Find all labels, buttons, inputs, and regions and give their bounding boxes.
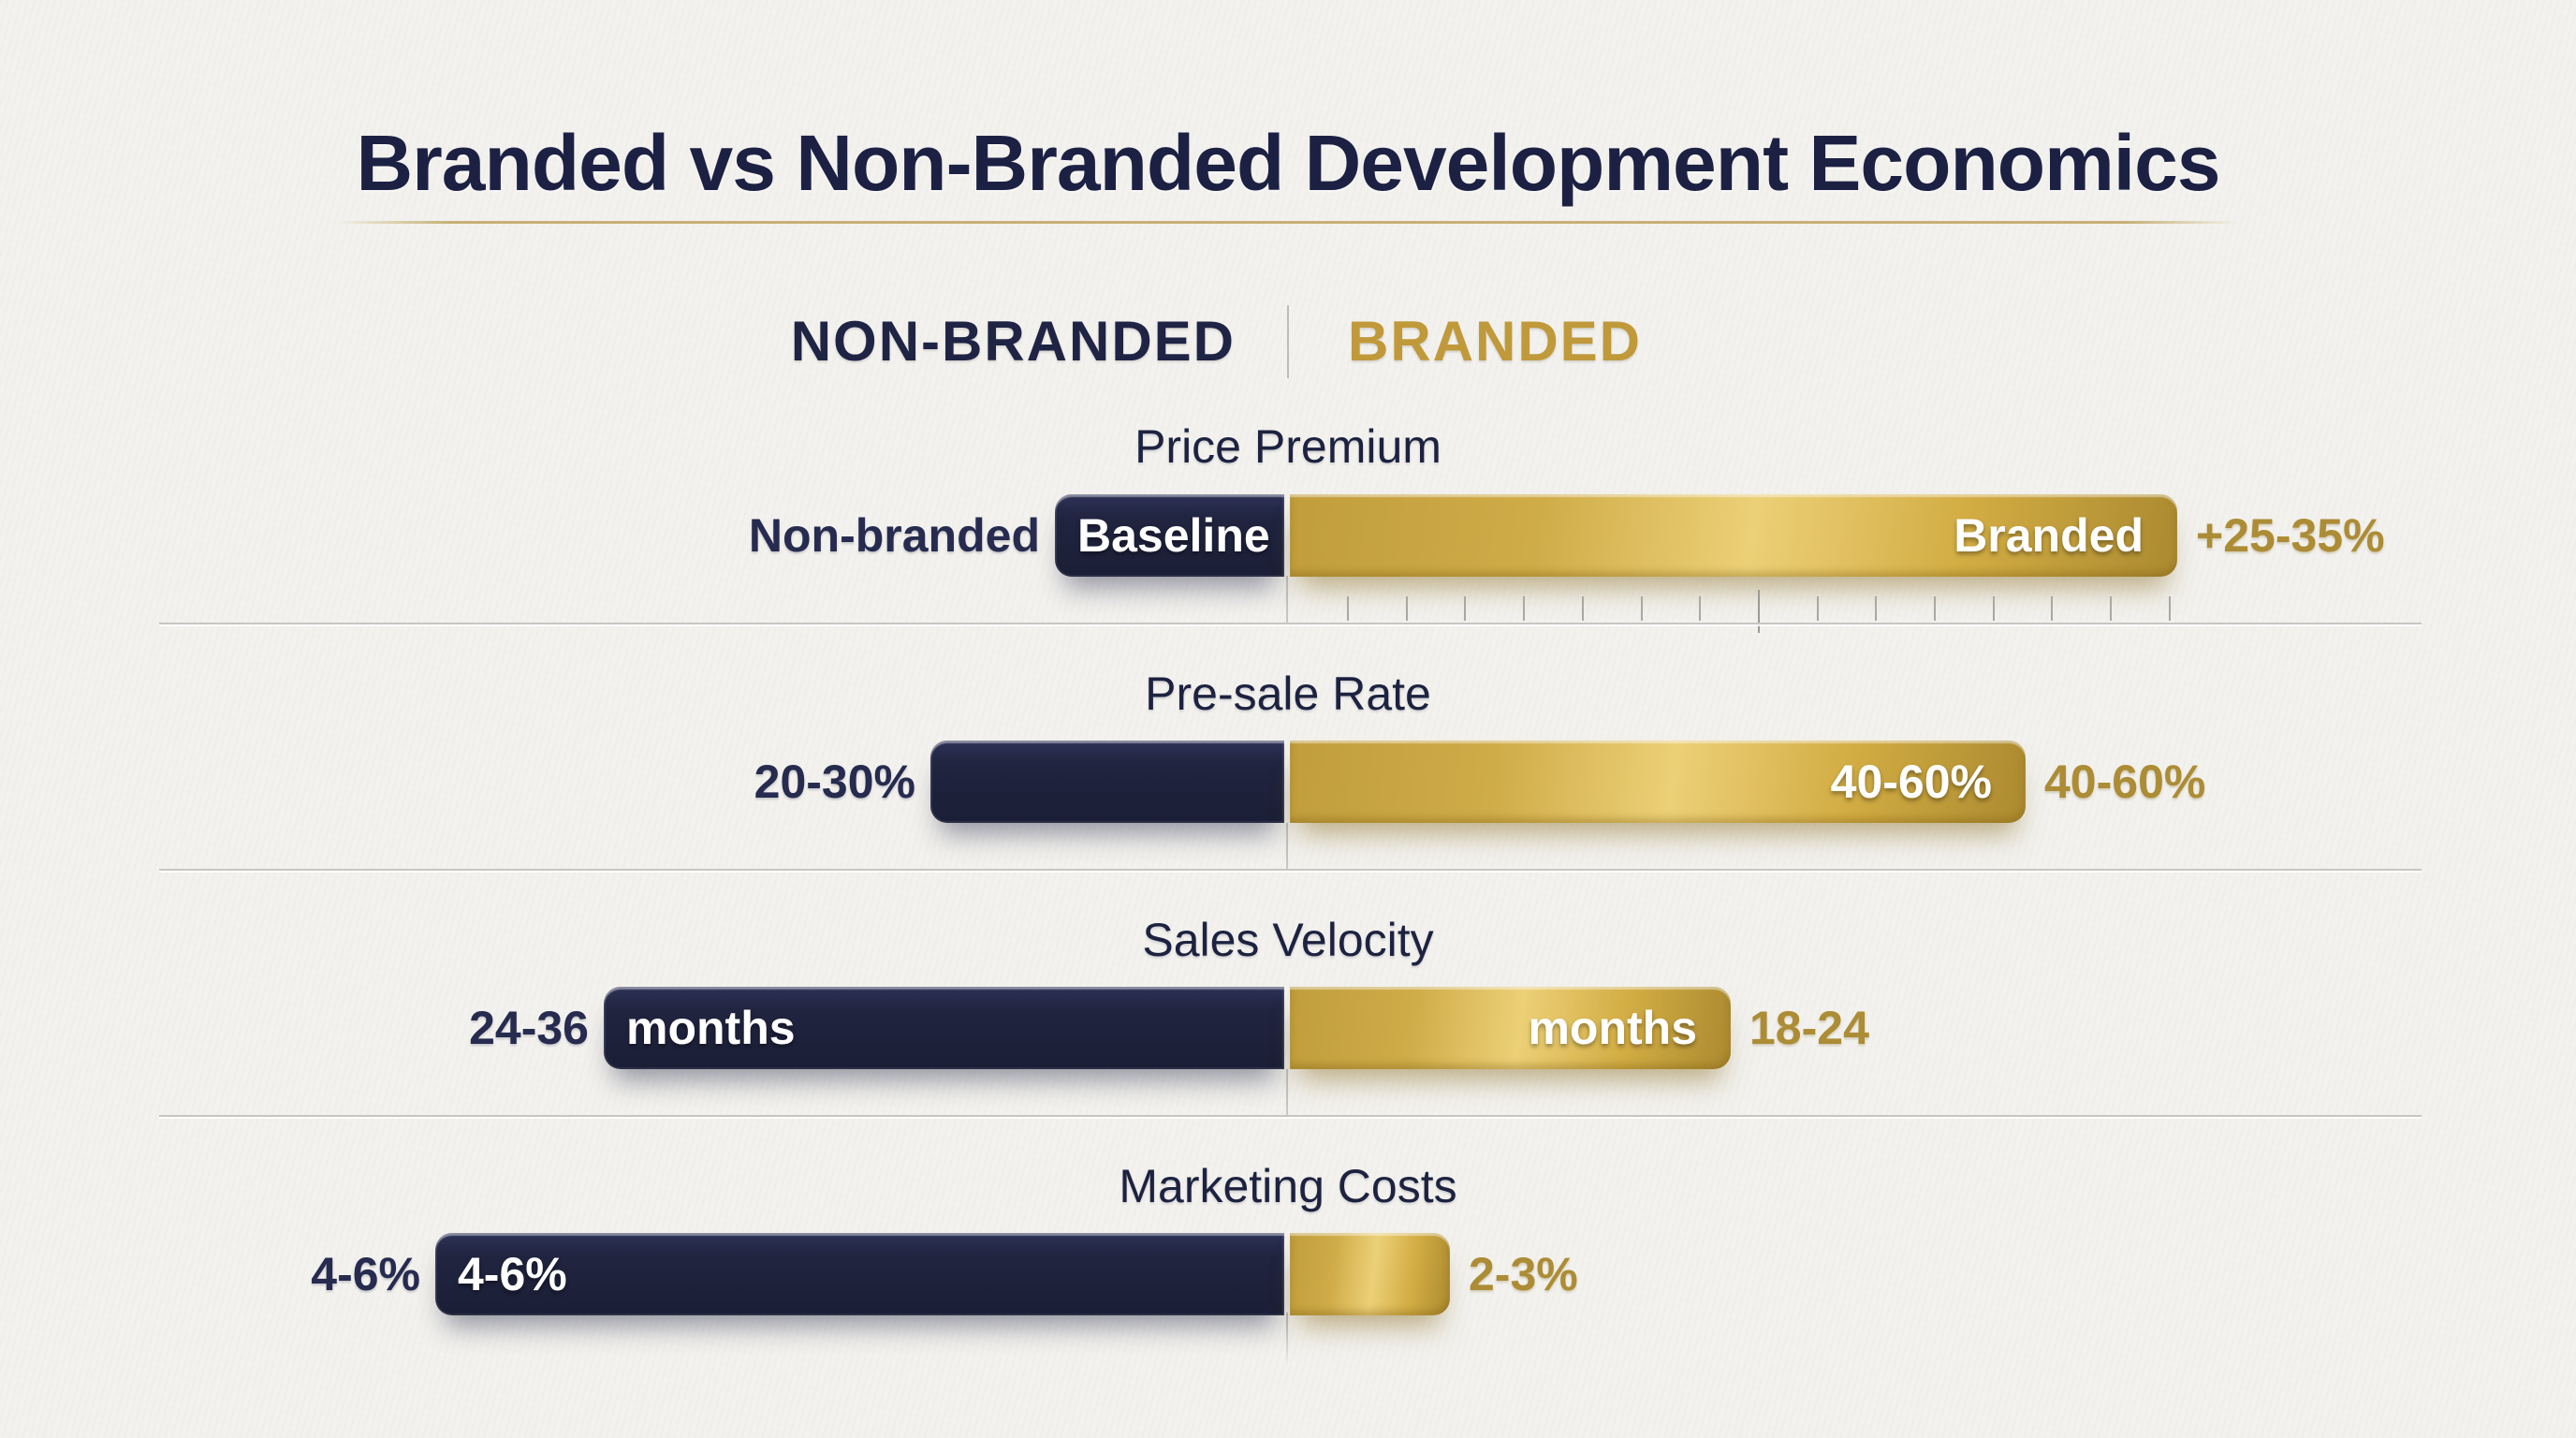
ruler-tick	[2051, 596, 2054, 621]
branded-bar: 40-60%	[1290, 741, 2026, 823]
branded-bar-label: 40-60%	[1830, 756, 1992, 808]
metric-label: Pre-sale Rate	[1145, 668, 1431, 720]
branded-bar	[1290, 1233, 1450, 1315]
page-title: Branded vs Non-Branded Development Econo…	[356, 119, 2220, 207]
branded-bar: months	[1290, 987, 1731, 1069]
non-branded-half: 24-36 months	[0, 986, 1284, 1070]
metric-label: Price Premium	[1134, 420, 1442, 473]
non-branded-half: Non-branded Baseline	[0, 493, 1284, 578]
branded-half: 2-3%	[1290, 1232, 2576, 1316]
ruler-tick	[1699, 596, 1702, 621]
non-branded-bar-label: Baseline	[1077, 509, 1270, 562]
column-header-branded: BRANDED	[1348, 310, 1642, 373]
non-branded-bar: months	[604, 987, 1284, 1069]
row-pre-sale-rate: Pre-sale Rate 20-30% 40-60% 40-60%	[0, 624, 2576, 871]
ruler-tick	[1523, 596, 1526, 621]
non-branded-bar	[930, 741, 1284, 823]
branded-bar-label: Branded	[1954, 509, 2144, 562]
non-branded-outer-label: 24-36	[469, 1002, 589, 1054]
ruler-tick	[1347, 596, 1349, 621]
center-axis-line	[1286, 823, 1288, 871]
bar-pair: 20-30% 40-60% 40-60%	[0, 740, 2576, 824]
metric-label: Sales Velocity	[1142, 914, 1434, 966]
non-branded-bar: 4-6%	[435, 1233, 1284, 1315]
ruler-tick	[1464, 596, 1467, 621]
ruler-tick	[1816, 596, 1819, 621]
ruler-tick	[1934, 596, 1937, 621]
non-branded-half: 4-6% 4-6%	[0, 1232, 1284, 1316]
non-branded-outer-label: 20-30%	[754, 756, 915, 808]
branded-half: months 18-24	[1290, 986, 2576, 1070]
ruler-tick	[1405, 596, 1408, 621]
ruler-tick	[2110, 596, 2113, 621]
branded-half: 40-60% 40-60%	[1290, 740, 2576, 824]
branded-outer-label: 2-3%	[1469, 1248, 1578, 1300]
row-price-premium: Price Premium Non-branded Baseline Brand…	[0, 403, 2576, 633]
non-branded-outer-label: 4-6%	[311, 1248, 420, 1300]
ruler-tick	[2168, 596, 2171, 621]
section-divider	[159, 869, 2422, 871]
ruler-tick	[1757, 590, 1760, 633]
bar-pair: 4-6% 4-6% 2-3%	[0, 1232, 2576, 1316]
ruler-tick	[1875, 596, 1878, 621]
center-axis-line	[1286, 576, 1288, 624]
ruler-tick	[1640, 596, 1643, 621]
non-branded-bar-label: 4-6%	[458, 1248, 567, 1300]
metric-label: Marketing Costs	[1119, 1160, 1457, 1212]
row-sales-velocity: Sales Velocity 24-36 months months 18-24	[0, 871, 2576, 1117]
ruler-tick	[1992, 596, 1995, 621]
center-axis-line	[1286, 1313, 1288, 1367]
bar-pair: 24-36 months months 18-24	[0, 986, 2576, 1070]
bar-pair: Non-branded Baseline Branded +25-35%	[0, 493, 2576, 578]
ruler-ticks	[1347, 590, 2171, 633]
column-headers: NON-BRANDED BRANDED	[0, 305, 2576, 378]
branded-bar: Branded	[1290, 494, 2177, 577]
section-divider	[159, 1115, 2422, 1117]
branded-half: Branded +25-35%	[1290, 493, 2576, 578]
header-divider	[1287, 305, 1289, 378]
branded-outer-label: 40-60%	[2044, 756, 2206, 808]
non-branded-half: 20-30%	[0, 740, 1284, 824]
branded-outer-label: 18-24	[1749, 1002, 1869, 1054]
title-underline	[336, 221, 2240, 224]
branded-outer-label: +25-35%	[2196, 509, 2385, 562]
row-marketing-costs: Marketing Costs 4-6% 4-6% 2-3%	[0, 1117, 2576, 1367]
center-axis-line	[1286, 1069, 1288, 1117]
section-divider	[159, 623, 2422, 624]
non-branded-outer-label: Non-branded	[748, 509, 1040, 562]
column-header-non-branded: NON-BRANDED	[790, 310, 1236, 373]
non-branded-bar-label: months	[626, 1002, 796, 1054]
non-branded-bar: Baseline	[1055, 494, 1284, 577]
branded-bar-label: months	[1528, 1002, 1697, 1054]
ruler-tick	[1581, 596, 1584, 621]
